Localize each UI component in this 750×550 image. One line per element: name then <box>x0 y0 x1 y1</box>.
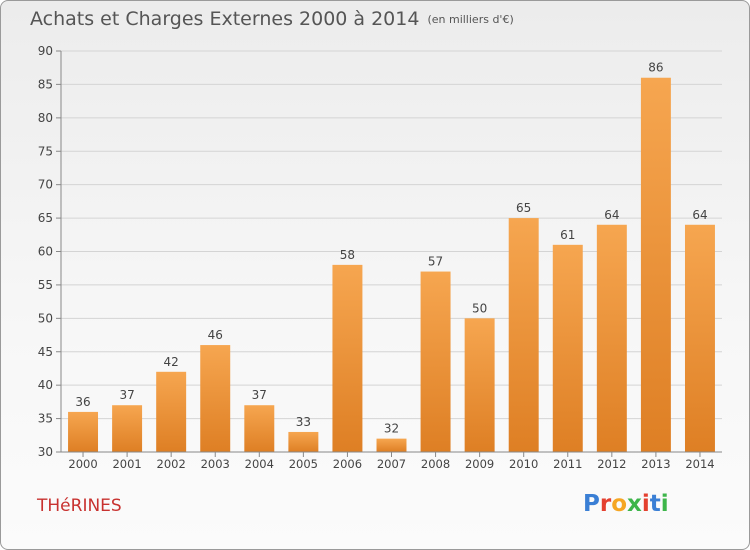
x-tick-label: 2008 <box>421 457 450 471</box>
y-tick-label: 55 <box>38 278 53 292</box>
x-tick-label: 2014 <box>685 457 714 471</box>
logo-letter: i <box>641 491 650 517</box>
data-label: 36 <box>75 395 90 409</box>
bar-2008 <box>420 271 451 452</box>
y-tick-label: 30 <box>38 445 53 459</box>
logo-letter: t <box>649 491 661 517</box>
x-tick-label: 2005 <box>289 457 318 471</box>
bar-2012 <box>596 224 627 452</box>
data-label: 46 <box>208 328 223 342</box>
proxiti-logo[interactable]: Proxiti <box>583 491 669 517</box>
bar-2000 <box>68 411 99 452</box>
x-tick-label: 2001 <box>112 457 141 471</box>
y-tick-label: 70 <box>38 178 53 192</box>
x-tick-label: 2004 <box>245 457 274 471</box>
x-tick-label: 2000 <box>68 457 97 471</box>
place-name: THéRINES <box>37 496 122 516</box>
bar-2004 <box>244 405 275 452</box>
bar-2011 <box>552 244 583 452</box>
y-tick-label: 90 <box>38 44 53 58</box>
chart-title: Achats et Charges Externes 2000 à 2014 (e… <box>30 8 514 30</box>
bar-2006 <box>332 264 363 452</box>
data-label: 58 <box>340 248 355 262</box>
data-label: 64 <box>604 208 619 222</box>
x-tick-label: 2012 <box>597 457 626 471</box>
x-tick-label: 2007 <box>377 457 406 471</box>
logo-letter: x <box>627 491 642 517</box>
data-label: 42 <box>164 355 179 369</box>
x-tick-label: 2011 <box>553 457 582 471</box>
data-label: 37 <box>119 388 134 402</box>
data-label: 61 <box>560 228 575 242</box>
data-label: 33 <box>296 415 311 429</box>
logo-letter: o <box>611 491 628 517</box>
y-tick-label: 60 <box>38 245 53 259</box>
data-label: 32 <box>384 422 399 436</box>
bar-2010 <box>508 218 539 452</box>
y-tick-label: 40 <box>38 378 53 392</box>
bar-2003 <box>200 345 231 452</box>
x-tick-label: 2013 <box>641 457 670 471</box>
x-tick-label: 2002 <box>157 457 186 471</box>
bar-2007 <box>376 438 407 452</box>
x-tick-label: 2006 <box>333 457 362 471</box>
y-tick-label: 80 <box>38 111 53 125</box>
data-label: 86 <box>648 61 663 75</box>
data-label: 65 <box>516 201 531 215</box>
x-tick-label: 2010 <box>509 457 538 471</box>
bar-2013 <box>640 77 671 452</box>
data-label: 64 <box>692 208 707 222</box>
y-tick-label: 45 <box>38 345 53 359</box>
bars: 36 37 42 46 37 33 58 32 57 50 65 61 64 86 64 <box>68 61 715 452</box>
data-label: 50 <box>472 301 487 315</box>
bar-2005 <box>288 431 319 452</box>
x-tick-label: 2009 <box>465 457 494 471</box>
logo-letter: r <box>599 491 612 517</box>
logo-letter: i <box>660 491 669 517</box>
logo-letter: P <box>583 491 600 517</box>
data-label: 37 <box>252 388 267 402</box>
y-tick-label: 85 <box>38 77 53 91</box>
y-tick-label: 35 <box>38 412 53 426</box>
bar-2002 <box>156 371 187 452</box>
bar-2014 <box>684 224 715 452</box>
y-tick-label: 65 <box>38 211 53 225</box>
x-tick-label: 2003 <box>201 457 230 471</box>
axes: 30 35 40 45 50 55 60 65 70 75 80 85 90 2000 2001 2002 20… <box>38 44 722 471</box>
data-label: 57 <box>428 255 443 269</box>
chart-title-text: Achats et Charges Externes 2000 à 2014 <box>30 8 420 30</box>
bar-2001 <box>112 405 143 452</box>
y-tick-label: 50 <box>38 311 53 325</box>
chart-unit: (en milliers d'€) <box>427 13 514 26</box>
y-tick-label: 75 <box>38 144 53 158</box>
bar-2009 <box>464 318 495 452</box>
